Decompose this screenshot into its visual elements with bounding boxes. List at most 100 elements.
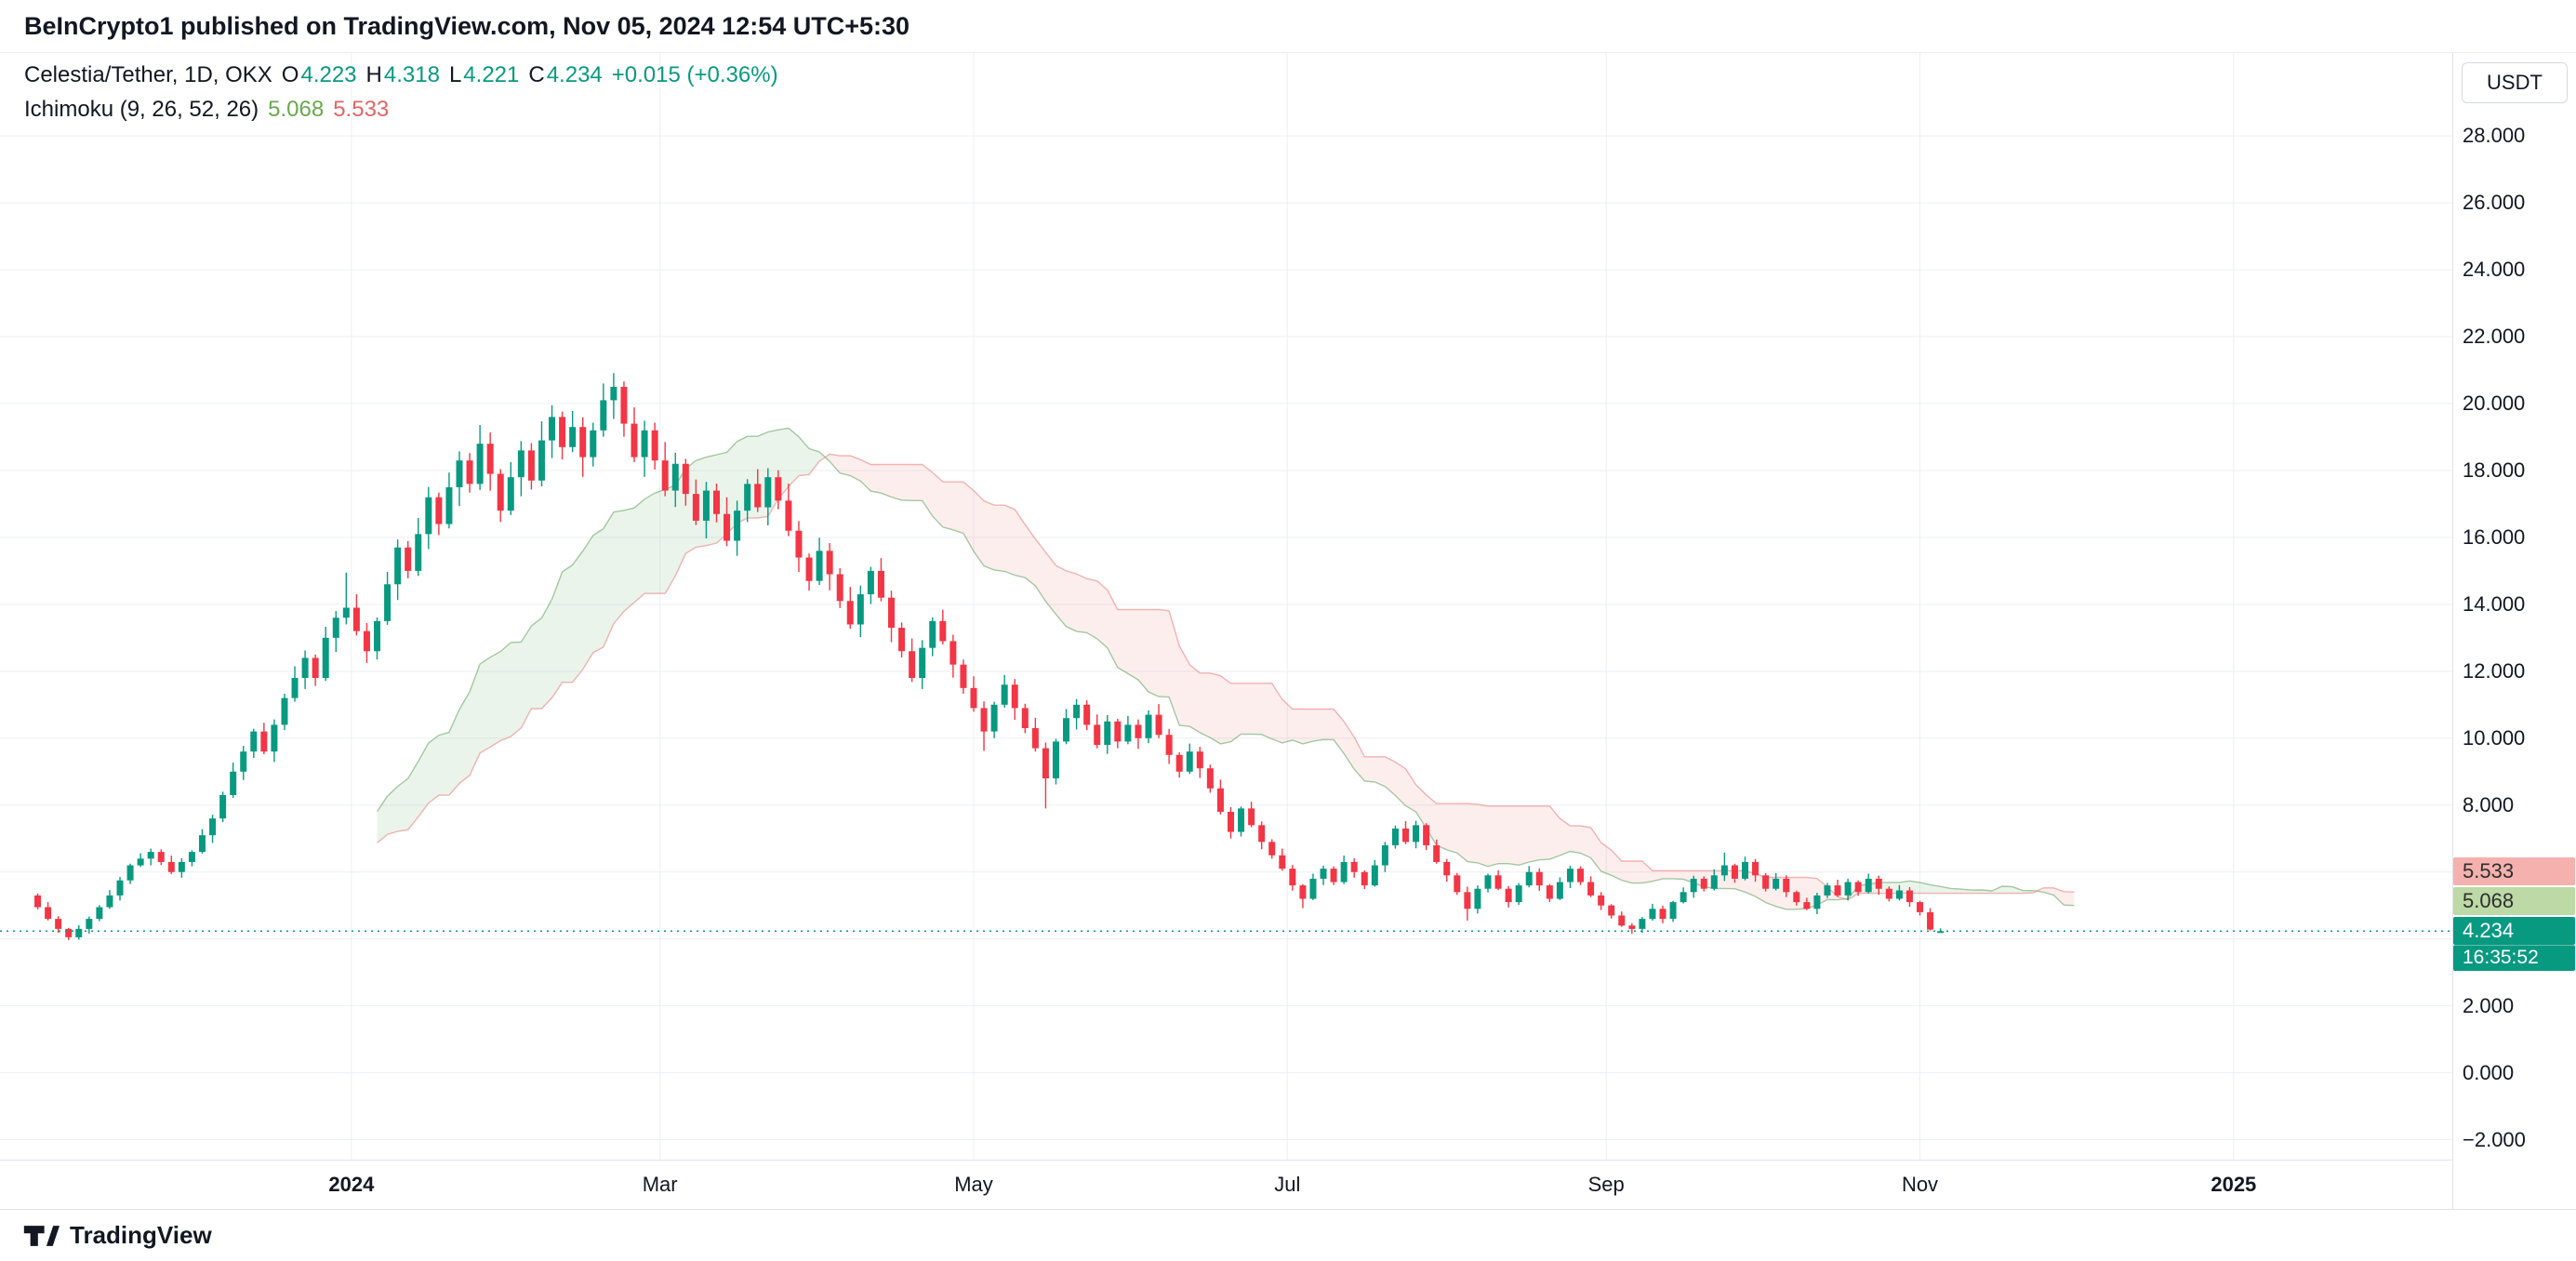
price-tick-label: 16.000 [2463,524,2526,549]
candle-body [1762,875,1770,889]
candle-body [1535,871,1543,886]
candle-body [486,444,494,474]
candle-body [1299,885,1307,899]
candle-body [1937,931,1945,934]
candle-body [867,570,874,595]
candle-body [734,511,741,541]
candle-body [559,417,566,447]
candle-body [724,513,731,541]
tradingview-brand-link[interactable]: TradingView [70,1221,212,1249]
price-tick-label: 0.000 [2463,1060,2515,1084]
candle-body [1206,768,1214,789]
candle-body [1803,902,1811,909]
candle-body [1186,751,1193,772]
candle-body [1391,828,1399,845]
candle-body [178,861,185,872]
candle-body [744,484,751,511]
candle-body [1587,882,1595,896]
candle-body [919,647,926,679]
candle-body [342,607,350,618]
candle-body [271,724,278,752]
candle-body [75,928,83,937]
candle-body [425,497,432,535]
candle-body [230,771,237,795]
candle-body [415,534,422,571]
candle-body [1238,808,1245,832]
candle-body [1361,871,1368,886]
candle-body [1793,892,1800,903]
candle-body [1423,825,1430,845]
candle-body [157,852,165,862]
candle-body [1042,748,1049,778]
candle-body [363,630,370,652]
candle-body [1216,788,1224,812]
candle-body [929,620,936,648]
candle-body [1413,825,1420,843]
candle-body [1011,684,1018,709]
candle-body [1649,909,1656,920]
candle-body [65,928,73,937]
candle-body [856,594,864,625]
price-tick-label: −2.000 [2463,1127,2526,1151]
candle-body [898,628,906,652]
candle-body [1813,895,1821,909]
symbol-title[interactable]: Celestia/Tether, 1D, OKX [24,62,272,87]
candlestick-chart-canvas[interactable] [0,53,2452,1160]
candle-body [1598,895,1605,906]
chart-pane[interactable]: Celestia/Tether, 1D, OKX O 4.223 H 4.318… [0,53,2452,1160]
candle-body [1402,828,1410,843]
candle-body [836,574,843,602]
candle-body [301,657,309,679]
candle-body [620,387,628,424]
candle-body [394,547,402,585]
indicator-legend-row: Ichimoku (9, 26, 52, 26) 5.068 5.533 [24,97,778,131]
candle-body [651,430,658,461]
candle-body [1546,885,1553,899]
candle-body [990,704,998,732]
candle-body [219,794,227,819]
candle-body [1001,684,1008,705]
candle-body [1381,844,1388,866]
candle-body [538,440,545,481]
currency-toggle-button[interactable]: USDT [2462,62,2568,103]
candle-body [517,450,524,478]
candle-body [1773,878,1780,889]
low-value: L 4.221 [448,62,520,87]
candle-body [1659,909,1666,920]
candle-body [137,858,144,866]
published-line: BeInCrypto1 published on TradingView.com… [24,12,910,40]
candle-body [1135,724,1142,738]
candle-body [641,430,648,458]
candle-body [1309,878,1317,899]
time-tick-label: 2024 [328,1173,375,1196]
candle-body [34,895,42,908]
candle-body [785,500,792,531]
candle-body [1505,888,1512,903]
candle-body [1525,871,1533,886]
open-value: O 4.223 [281,62,357,87]
candle-body [1690,878,1697,893]
symbol-legend-row: Celestia/Tether, 1D, OKX O 4.223 H 4.318… [24,62,778,97]
candle-body [1330,869,1337,883]
candle-body [826,551,833,575]
candle-body [116,880,124,896]
high-value: H 4.318 [365,62,440,87]
price-tick-label: 8.000 [2463,792,2515,816]
candle-body [384,584,392,621]
candle-body [106,895,113,908]
candle-body [631,423,638,458]
candle-body [1021,708,1029,729]
footer-bar: TradingView [0,1209,2576,1261]
candle-body [1905,890,1913,903]
candle-body [1710,875,1718,889]
candle-body [590,430,597,458]
candle-body [1464,892,1471,909]
candle-body [1268,842,1276,856]
price-axis[interactable]: USDT 5.533 5.068 4.234 16:35:52 28.000 26… [2452,53,2576,1209]
candle-body [1114,721,1122,742]
candle-body [1854,882,1862,893]
price-tick-label: 18.000 [2463,458,2526,482]
time-axis[interactable]: 2024 Mar May Jul Sep Nov 2025 [0,1160,2452,1209]
candle-body [147,852,154,859]
indicator-name[interactable]: Ichimoku (9, 26, 52, 26) [24,97,259,122]
